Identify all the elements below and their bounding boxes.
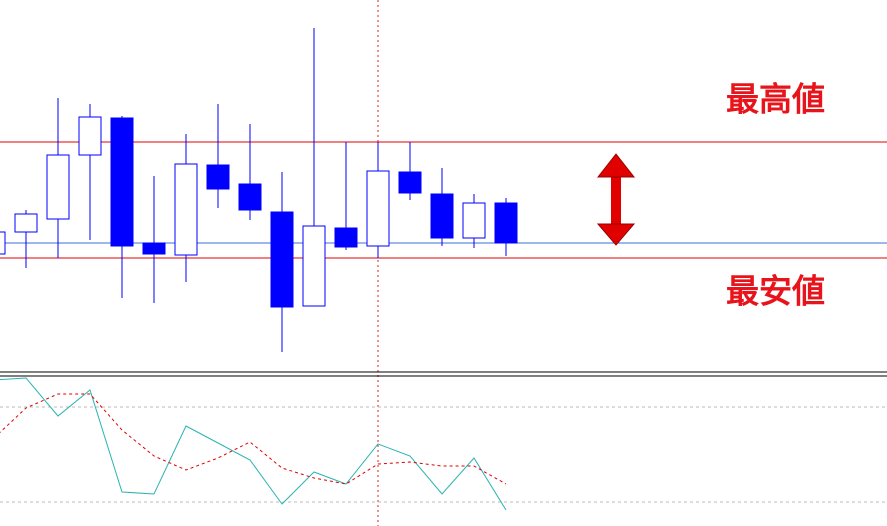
candle-body xyxy=(398,171,422,194)
candle-body xyxy=(206,164,230,190)
annotation: 最高値 xyxy=(726,80,825,119)
candle-body xyxy=(78,116,102,156)
indicator-line xyxy=(0,377,507,511)
candle-body xyxy=(238,183,262,211)
candle-body xyxy=(174,163,198,256)
candle-body xyxy=(110,117,134,247)
candle-body xyxy=(462,202,486,239)
candle-body xyxy=(142,242,166,255)
candle-body xyxy=(430,193,454,239)
candle-body xyxy=(46,154,70,220)
arrow-head xyxy=(596,153,636,178)
range-arrow xyxy=(596,153,636,246)
candle-body xyxy=(302,225,326,307)
arrow-shaft xyxy=(611,170,621,230)
candle-body xyxy=(366,170,390,247)
candle-body xyxy=(494,202,518,244)
candle-body xyxy=(334,227,358,248)
candle-body xyxy=(14,213,38,233)
indicator-line xyxy=(0,393,507,485)
candle-body xyxy=(270,211,294,308)
annotation: 最安値 xyxy=(726,272,825,311)
candle-body xyxy=(0,231,6,255)
arrow-head xyxy=(596,223,636,246)
